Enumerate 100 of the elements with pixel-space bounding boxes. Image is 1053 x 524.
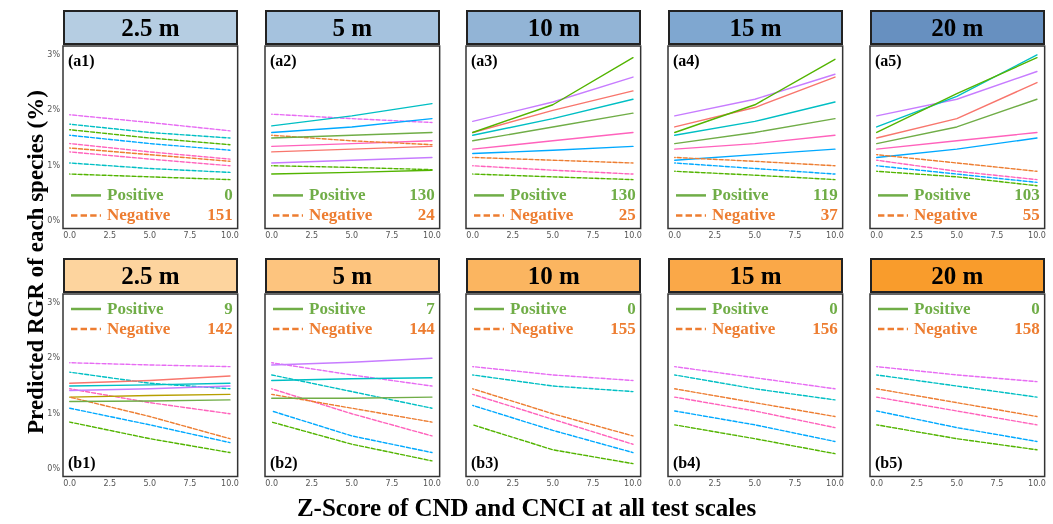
x-tick-label: 2.5	[305, 479, 318, 489]
annotation: (a1)	[68, 52, 95, 70]
annotation: 37	[820, 205, 839, 225]
x-tick-label: 7.5	[183, 231, 197, 241]
legend-label: Negative	[712, 205, 776, 225]
annotation: (b5)	[874, 454, 903, 473]
x-tick-label: 5.0	[143, 231, 157, 241]
annotation: 24	[417, 205, 435, 225]
x-tick-label: 10.0	[826, 231, 844, 241]
annotation: (b1)	[68, 454, 96, 473]
x-tick-label: 10.0	[1027, 231, 1046, 241]
x-tick-label: 7.5	[586, 231, 600, 241]
chart-title: 5 m	[264, 10, 440, 45]
x-tick-label: 10.0	[624, 231, 643, 241]
legend-label: Negative	[510, 205, 575, 225]
x-tick-label: 7.5	[990, 231, 1004, 241]
chart-title: 10 m	[466, 10, 642, 45]
annotation: 144	[408, 319, 435, 338]
y-tick-label: 2%	[47, 105, 61, 115]
x-tick-label: 5.0	[748, 479, 762, 489]
legend-label: Positive	[510, 185, 568, 205]
x-tick-label: 0.0	[870, 479, 883, 489]
x-tick-label: 2.5	[708, 479, 722, 489]
annotation: (a5)	[874, 52, 902, 70]
x-tick-label: 2.5	[910, 479, 923, 489]
legend-label: Positive	[107, 185, 165, 205]
annotation: 151	[207, 205, 233, 225]
x-tick-label: 7.5	[183, 479, 197, 489]
x-tick-label: 0.0	[265, 479, 278, 489]
legend-label: Negative	[712, 319, 776, 338]
y-tick-label: 3%	[47, 49, 61, 59]
x-tick-label: 2.5	[506, 231, 520, 241]
legend-label: Positive	[913, 185, 971, 205]
annotation: (b3)	[471, 454, 499, 473]
x-tick-label: 0.0	[63, 479, 77, 489]
annotation: 158	[1013, 319, 1040, 338]
x-tick-label: 0.0	[466, 479, 480, 489]
chart-title: 20 m	[869, 10, 1045, 45]
legend-label: Positive	[712, 185, 770, 205]
chart-title: 15 m	[668, 258, 844, 293]
y-axis-title: Predicted RGR of each species (%)	[23, 90, 48, 434]
annotation: 7	[425, 299, 435, 318]
x-tick-label: 7.5	[385, 231, 398, 241]
legend-label: Positive	[308, 299, 366, 318]
annotation: 130	[610, 185, 637, 205]
annotation: 55	[1022, 205, 1040, 225]
x-tick-label: 7.5	[586, 479, 600, 489]
legend-label: Negative	[510, 319, 575, 338]
annotation: (a4)	[673, 52, 700, 70]
chart-title: 5 m	[264, 258, 440, 293]
annotation: 103	[1013, 185, 1040, 205]
annotation: (b4)	[673, 454, 701, 473]
x-tick-label: 10.0	[422, 479, 441, 489]
legend-label: Positive	[913, 299, 971, 318]
legend-label: Negative	[913, 319, 978, 338]
y-tick-label: 3%	[47, 297, 61, 307]
annotation: 156	[812, 319, 838, 338]
y-tick-label: 1%	[47, 408, 61, 418]
x-tick-label: 2.5	[708, 231, 722, 241]
annotation: (a2)	[269, 52, 297, 70]
annotation: (a3)	[471, 52, 499, 70]
annotation: 119	[813, 185, 838, 205]
chart-title: 15 m	[668, 10, 844, 45]
legend-label: Negative	[308, 205, 373, 225]
annotation: 142	[207, 319, 233, 338]
chart-title: 2.5 m	[63, 10, 238, 45]
x-tick-label: 5.0	[748, 231, 762, 241]
annotation: 0	[829, 299, 838, 318]
legend-label: Negative	[308, 319, 373, 338]
x-tick-label: 0.0	[668, 479, 682, 489]
legend-label: Negative	[107, 205, 171, 225]
x-tick-label: 5.0	[950, 231, 964, 241]
x-tick-label: 5.0	[143, 479, 157, 489]
annotation: 155	[610, 319, 637, 338]
x-tick-label: 10.0	[221, 231, 239, 241]
y-tick-label: 0%	[47, 216, 61, 226]
x-tick-label: 7.5	[788, 231, 802, 241]
x-tick-label: 5.0	[546, 231, 560, 241]
x-tick-label: 5.0	[950, 479, 964, 489]
x-tick-label: 5.0	[345, 479, 358, 489]
annotation: 0	[1030, 299, 1040, 318]
legend-label: Positive	[510, 299, 568, 318]
x-tick-label: 0.0	[265, 231, 278, 241]
x-tick-label: 0.0	[466, 231, 480, 241]
legend-label: Negative	[107, 319, 171, 338]
annotation: 0	[627, 299, 637, 318]
y-tick-label: 0%	[47, 464, 61, 474]
chart-title: 10 m	[466, 258, 642, 293]
annotation: 9	[224, 299, 233, 318]
legend-label: Positive	[308, 185, 366, 205]
x-tick-label: 7.5	[385, 479, 398, 489]
x-tick-label: 5.0	[345, 231, 358, 241]
x-tick-label: 0.0	[870, 231, 883, 241]
x-tick-label: 0.0	[668, 231, 682, 241]
x-tick-label: 7.5	[788, 479, 802, 489]
x-axis-title: Z-Score of CND and CNCI at all test scales	[295, 494, 758, 522]
legend-label: Positive	[712, 299, 770, 318]
legend-label: Negative	[913, 205, 978, 225]
y-tick-label: 1%	[47, 160, 61, 170]
x-tick-label: 2.5	[103, 479, 117, 489]
